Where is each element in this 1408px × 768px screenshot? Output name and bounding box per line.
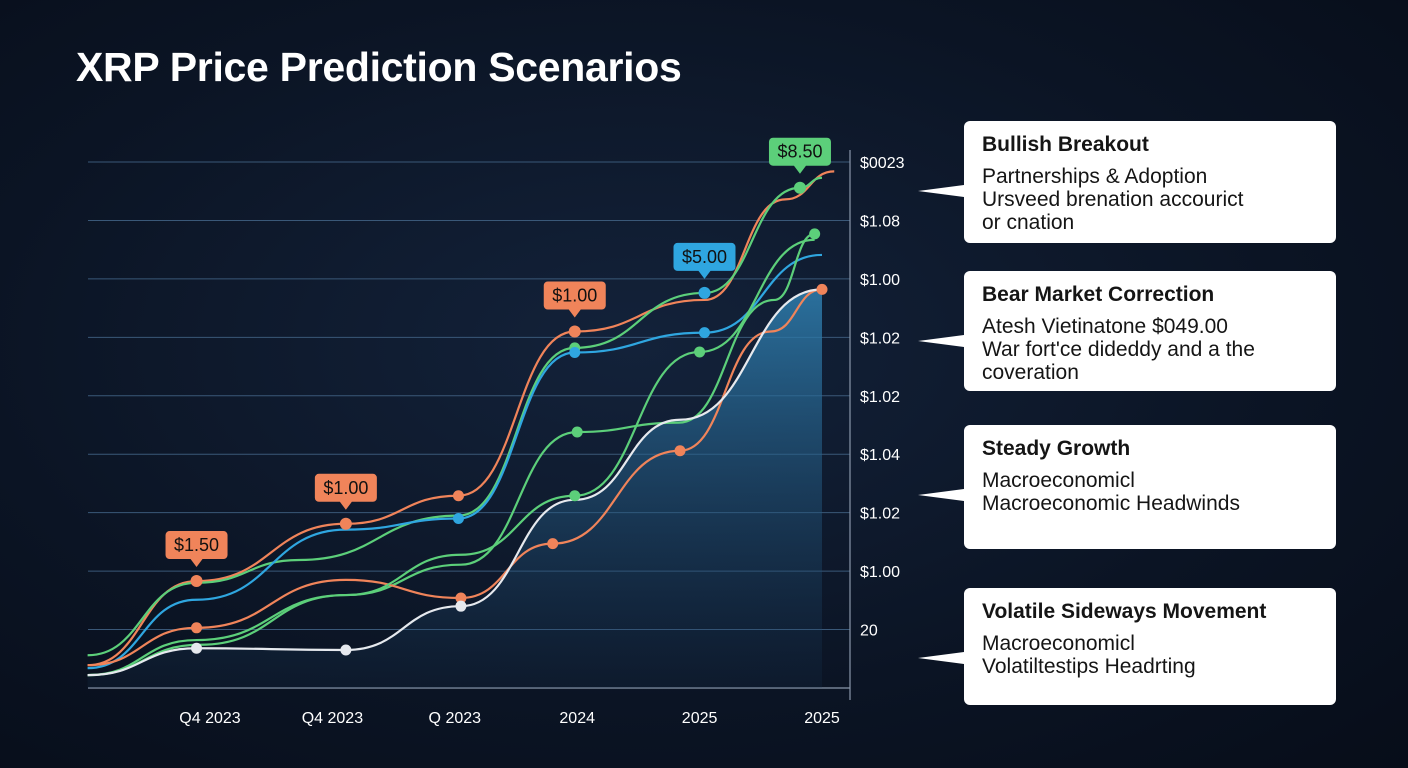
x-tick-label: Q4 2023 [179,710,240,727]
data-point [569,347,581,359]
card-title: Bear Market Correction [982,283,1215,306]
card-title: Bullish Breakout [982,133,1149,156]
scenario-card-bullish: Bullish Breakout Partnerships & Adoption… [918,121,1336,243]
y-tick-label: 20 [860,623,878,640]
data-point [340,644,352,656]
card-body: Partnerships & Adoption Ursveed brenatio… [982,165,1244,234]
series-line [87,232,815,677]
y-tick-label: $1.00 [860,564,900,581]
card-body: Macroeconomicl Volatiltestips Headrting [982,632,1196,678]
annotation-label: $1.00 [323,478,368,498]
data-point [694,346,706,358]
x-tick-label: 2024 [559,710,595,727]
x-tick-label: 2025 [804,710,840,727]
annotation-bubble [768,137,831,174]
x-tick-label: Q4 2023 [302,710,363,727]
annotation-bubble [165,531,228,568]
callout-pointer [918,185,964,197]
y-tick-label: $1.02 [860,330,900,347]
series-line [87,176,823,657]
series-line [87,288,823,677]
y-tick-label: $1.08 [860,213,900,230]
annotation-bubble [314,473,377,510]
annotation-label: $5.00 [682,247,727,267]
x-tick-label: 2025 [682,710,718,727]
card-body: Macroeconomicl Macroeconomic Headwinds [982,469,1240,515]
y-tick-label: $1.02 [860,389,900,406]
data-point [455,592,467,604]
card-title: Volatile Sideways Movement [982,600,1267,623]
y-tick-label: $0023 [860,155,905,172]
data-point [674,445,686,457]
data-point [547,538,559,550]
data-point [191,642,203,654]
annotation-label: $1.50 [174,535,219,555]
annotated-point [568,325,581,338]
card-title: Steady Growth [982,437,1131,460]
data-point [809,228,821,240]
annotated-point [698,286,711,299]
callout-pointer [918,489,964,501]
annotated-point [190,575,203,588]
scenario-card-steady: Steady Growth Macroeconomicl Macroeconom… [918,425,1336,549]
annotation-bubble [543,281,606,318]
y-tick-label: $1.00 [860,272,900,289]
annotation-label: $8.50 [777,142,822,162]
data-point [452,490,464,502]
y-tick-label: $1.02 [860,506,900,523]
annotation-bubble [673,242,736,279]
chart-title: XRP Price Prediction Scenarios [76,44,682,90]
series-line [87,238,815,677]
data-point [191,622,203,634]
data-point [569,490,581,502]
area-fill [87,289,823,688]
annotated-point [793,181,806,194]
card-body: Atesh Vietinatone $049.00 War fort'ce di… [982,315,1255,384]
data-point [452,513,464,525]
data-point [698,327,710,339]
data-point [571,426,583,438]
scenario-card-bear: Bear Market Correction Atesh Vietinatone… [918,271,1336,391]
annotated-point [339,517,352,530]
scenario-card-volatile: Volatile Sideways Movement Macroeconomic… [918,588,1336,705]
data-point [455,600,467,612]
y-tick-label: $1.04 [860,447,900,464]
x-tick-label: Q 2023 [429,710,482,727]
annotation-label: $1.00 [552,285,597,305]
series-line [87,170,835,667]
callout-pointer [918,652,964,664]
callout-pointer [918,335,964,347]
data-point [816,283,828,295]
